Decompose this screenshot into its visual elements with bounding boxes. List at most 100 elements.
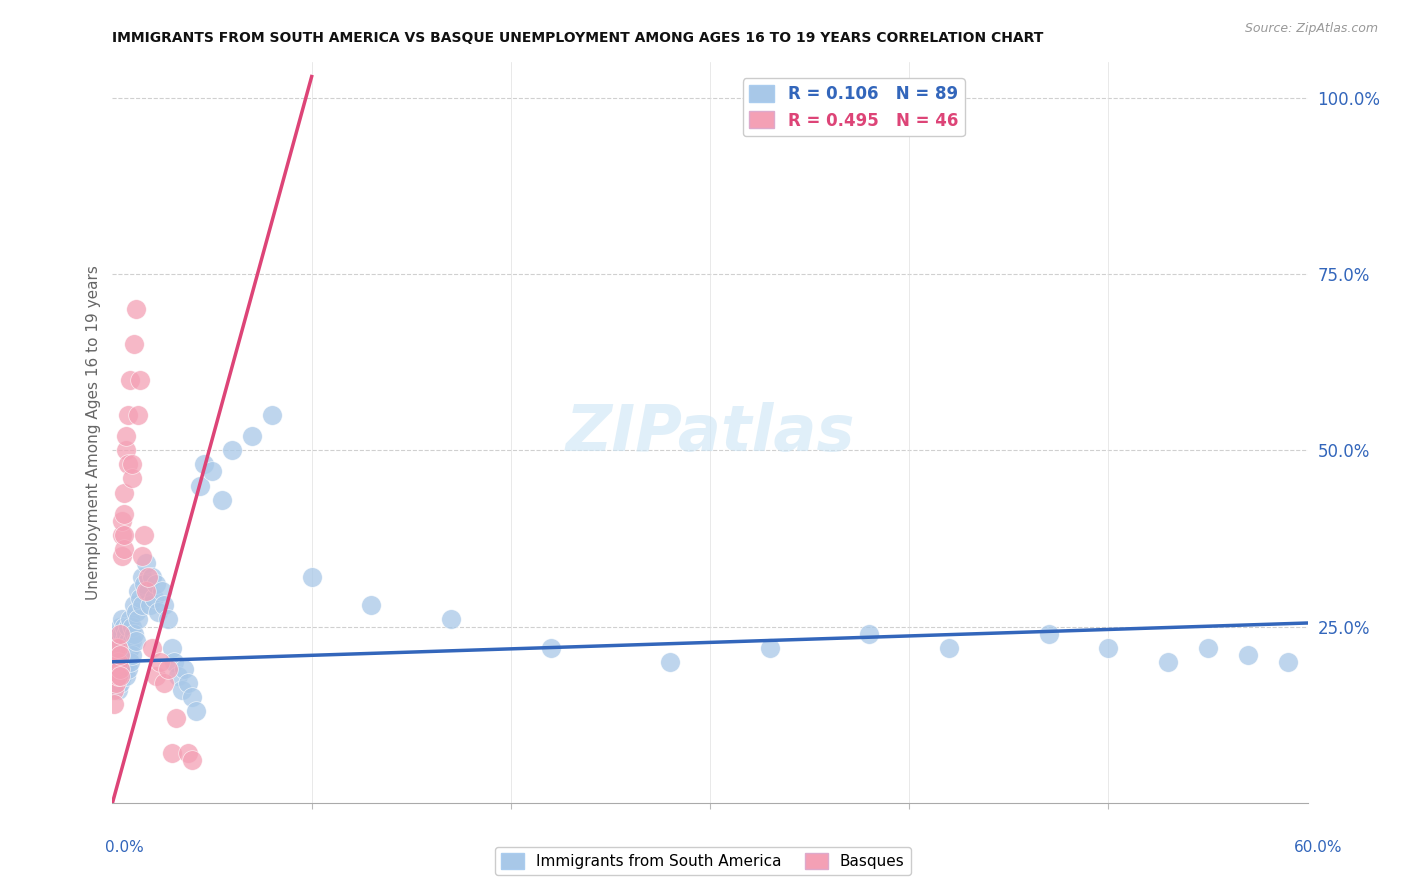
Point [135,556,157,570]
Legend: R = 0.106   N = 89, R = 0.495   N = 46: R = 0.106 N = 89, R = 0.495 N = 46 [742,78,965,136]
Point [153,676,176,690]
Point [145,669,167,683]
Point [148,606,170,620]
Point [107,640,129,655]
Point [115,443,138,458]
Point [540,640,562,655]
Point [105,655,128,669]
Point [125,302,148,317]
Point [127,612,149,626]
Point [162,640,183,655]
Point [1197,640,1219,655]
Y-axis label: Unemployment Among Ages 16 to 19 years: Unemployment Among Ages 16 to 19 years [86,265,101,600]
Point [173,662,195,676]
Point [114,662,135,676]
Point [125,633,148,648]
Point [105,676,128,690]
Point [105,662,128,676]
Point [124,337,146,351]
Point [211,492,233,507]
Point [111,626,134,640]
Point [124,626,146,640]
Point [121,648,143,662]
Point [110,626,132,640]
Point [1277,655,1299,669]
Point [110,648,132,662]
Point [127,408,149,422]
Point [125,606,148,620]
Point [260,408,283,422]
Point [107,669,129,683]
Point [111,640,134,655]
Point [103,655,125,669]
Point [141,570,163,584]
Point [117,648,139,662]
Point [111,655,134,669]
Point [107,655,129,669]
Point [103,640,125,655]
Point [107,655,129,669]
Point [188,478,211,492]
Point [114,507,135,521]
Point [172,683,194,698]
Point [157,612,180,626]
Point [127,584,149,599]
Point [110,619,132,633]
Text: 0.0%: 0.0% [105,840,145,855]
Point [145,577,167,591]
Point [301,570,323,584]
Point [105,640,128,655]
Point [129,591,152,606]
Point [110,662,132,676]
Text: ZIPatlas: ZIPatlas [565,401,855,464]
Point [117,662,139,676]
Point [186,704,208,718]
Point [107,626,129,640]
Text: 60.0%: 60.0% [1295,840,1343,855]
Point [201,464,224,478]
Point [115,669,138,683]
Point [121,471,143,485]
Point [149,655,172,669]
Point [1157,655,1180,669]
Point [124,599,146,613]
Point [143,591,166,606]
Point [114,485,135,500]
Point [139,599,162,613]
Point [157,662,180,676]
Point [103,669,125,683]
Point [111,669,134,683]
Point [165,711,187,725]
Point [440,612,463,626]
Point [181,754,204,768]
Point [110,676,132,690]
Point [115,640,138,655]
Point [111,528,134,542]
Point [120,373,142,387]
Point [177,747,200,761]
Point [163,655,186,669]
Point [111,514,134,528]
Point [134,577,156,591]
Point [107,669,129,683]
Point [659,655,682,669]
Point [121,633,143,648]
Text: Source: ZipAtlas.com: Source: ZipAtlas.com [1244,22,1378,36]
Point [107,640,129,655]
Point [103,669,125,683]
Point [117,458,139,472]
Point [162,747,183,761]
Point [131,599,153,613]
Point [117,408,139,422]
Point [110,662,132,676]
Point [129,373,152,387]
Point [1038,626,1060,640]
Point [110,648,132,662]
Point [120,640,142,655]
Point [360,599,382,613]
Point [1237,648,1260,662]
Point [181,690,204,704]
Point [115,626,138,640]
Point [103,655,125,669]
Point [221,443,243,458]
